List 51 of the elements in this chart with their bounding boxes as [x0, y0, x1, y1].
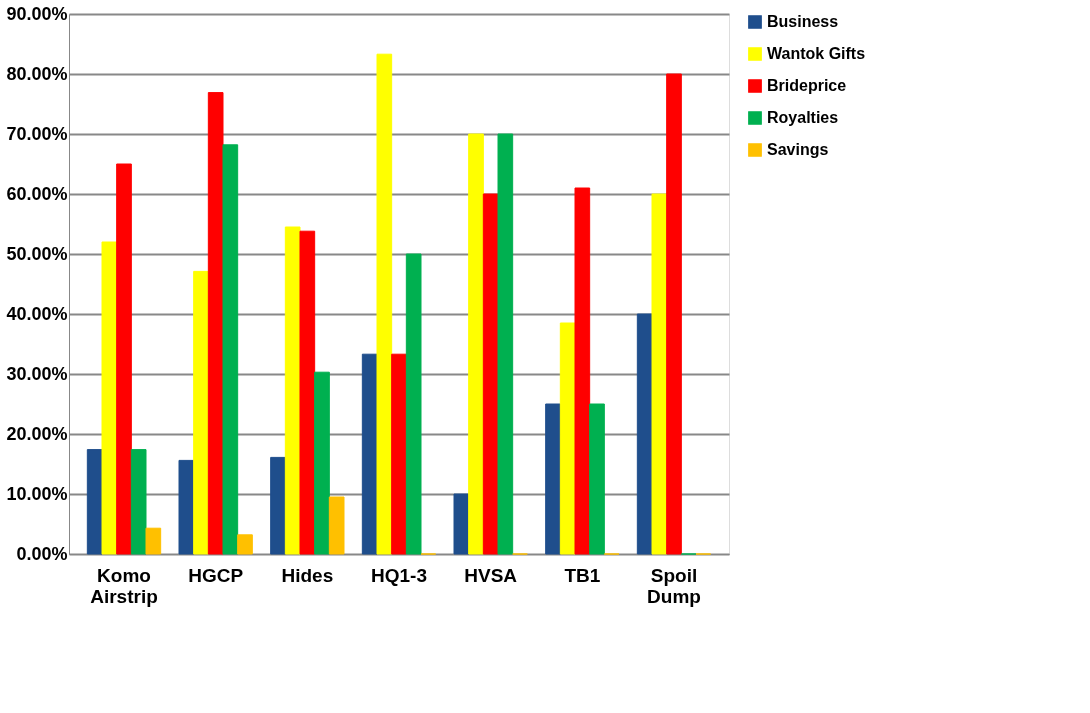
bar — [284, 226, 301, 555]
legend-label: Business — [767, 13, 839, 30]
bar — [86, 449, 103, 555]
bar — [193, 270, 209, 555]
y-tick-label: 20.00% — [6, 423, 68, 444]
y-tick-label: 60.00% — [6, 183, 68, 204]
bar — [636, 313, 653, 555]
bar — [145, 527, 162, 555]
bar — [270, 456, 286, 555]
bar — [116, 163, 132, 555]
bar — [651, 193, 668, 555]
x-tick-label: HGCP — [188, 564, 244, 586]
x-tick-label: Spoil Dump — [647, 564, 701, 607]
y-tick-label: 50.00% — [6, 243, 68, 264]
y-tick-label: 90.00% — [6, 3, 68, 24]
bar — [376, 53, 393, 555]
bar — [178, 459, 195, 555]
bar — [453, 493, 470, 555]
legend-label: Royalties — [767, 109, 839, 126]
y-tick-label: 0.00% — [16, 543, 68, 564]
bar — [482, 193, 499, 555]
bar — [130, 449, 147, 555]
bar — [101, 241, 118, 555]
x-tick-label: HVSA — [464, 564, 518, 586]
bar — [559, 322, 576, 555]
legend-label: Brideprice — [767, 77, 847, 94]
bar — [545, 403, 561, 555]
bar — [328, 496, 345, 555]
bar — [589, 403, 605, 555]
y-tick-label: 40.00% — [6, 303, 68, 324]
bar — [666, 73, 682, 555]
y-tick-label: 80.00% — [6, 63, 68, 84]
bar — [299, 230, 316, 555]
bar — [207, 92, 224, 555]
x-tick-label: Hides — [281, 564, 334, 586]
y-tick-label: 70.00% — [6, 123, 68, 144]
x-tick-label: TB1 — [564, 564, 601, 586]
bar — [497, 133, 514, 555]
bar — [574, 187, 591, 555]
x-tick-label: Komo Airstrip — [90, 564, 158, 607]
x-tick-label: HQ1-3 — [371, 564, 427, 586]
bar — [468, 133, 484, 555]
legend-label: Wantok Gifts — [767, 45, 866, 62]
legend-label: Savings — [767, 141, 829, 158]
bar — [391, 353, 407, 555]
bar — [237, 534, 253, 555]
y-tick-label: 10.00% — [6, 483, 68, 504]
bar — [314, 371, 330, 555]
y-tick-label: 30.00% — [6, 363, 68, 384]
bar — [222, 144, 239, 555]
bar — [405, 253, 422, 555]
